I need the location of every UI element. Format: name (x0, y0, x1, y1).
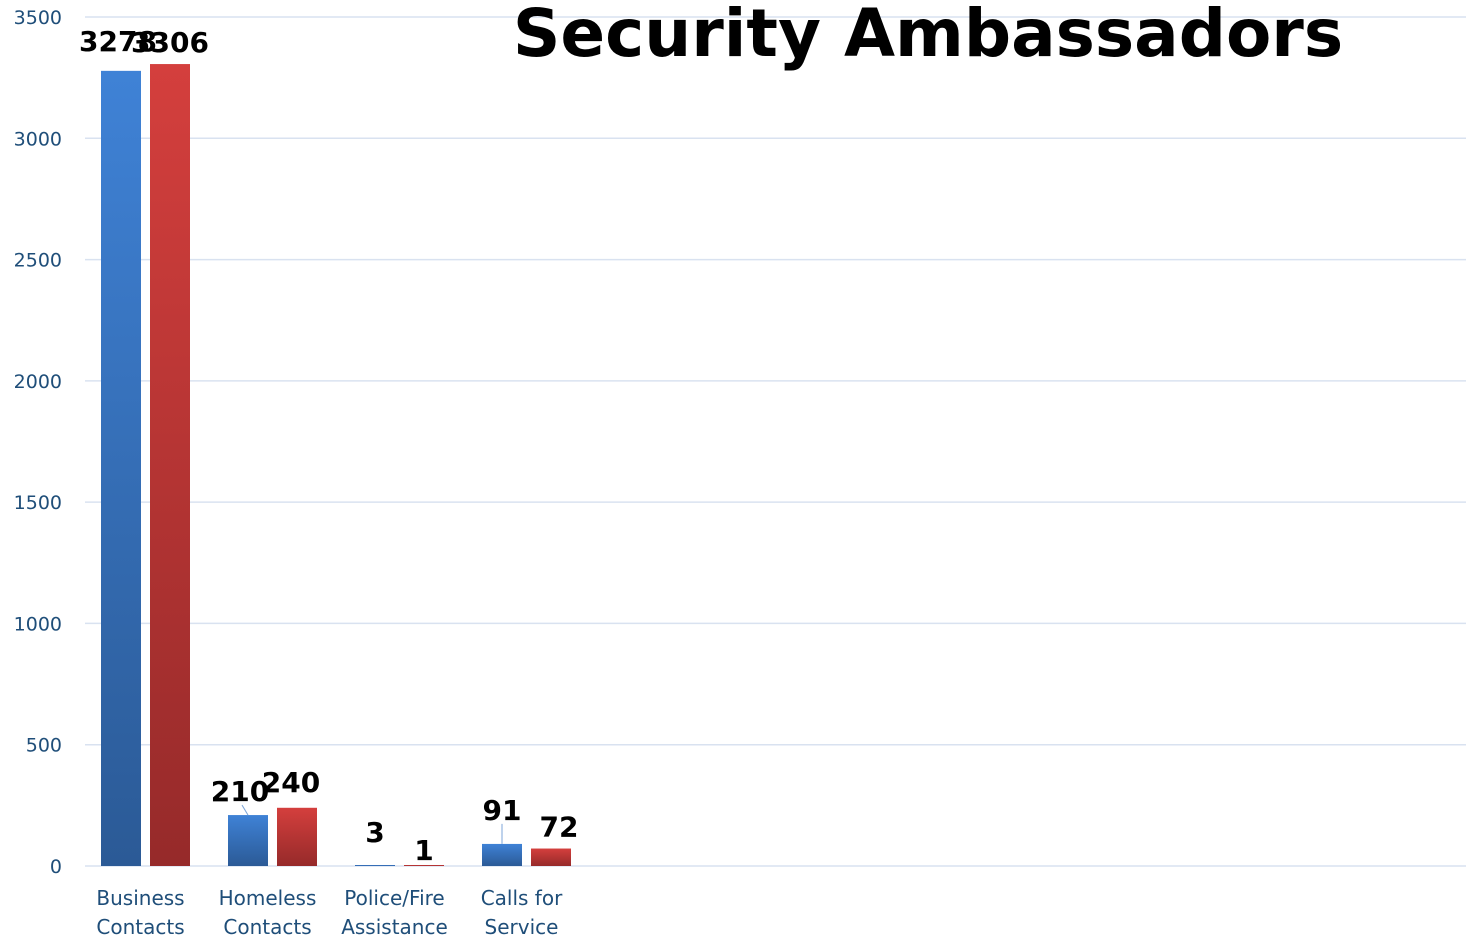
category-label-0-line-0: Business (96, 886, 184, 910)
chart-title: Security Ambassadors (513, 0, 1343, 72)
data-label-0-series-1: 3306 (131, 26, 209, 59)
y-tick-label-2000: 2000 (14, 371, 62, 393)
category-label-3-line-0: Calls for (481, 886, 563, 910)
bar-2-series-0 (355, 865, 395, 866)
y-tick-label-500: 500 (26, 735, 62, 757)
data-label-1-series-0: 210 (211, 775, 269, 808)
category-label-2-line-0: Police/Fire (344, 886, 444, 910)
y-axis-tick-labels: 0 500 1000 1500 2000 2500 3000 3500 (14, 7, 62, 878)
category-label-1-line-0: Homeless (219, 886, 317, 910)
bar-1-series-0 (228, 815, 268, 866)
gridlines (85, 16, 1466, 867)
bar-3-series-0 (482, 843, 522, 866)
bar-2-series-1 (404, 865, 444, 866)
category-label-0-line-1: Contacts (96, 915, 184, 939)
category-label-1-line-1: Contacts (223, 915, 311, 939)
bar-0-series-1 (150, 64, 190, 867)
bar-0-series-0 (101, 70, 141, 867)
bar-1-series-1 (277, 807, 317, 866)
y-tick-label-0: 0 (50, 856, 62, 878)
data-label-0-series-0: 3278 (79, 25, 157, 58)
y-tick-label-1500: 1500 (14, 492, 62, 514)
y-tick-label-3500: 3500 (14, 7, 62, 29)
data-label-1-series-1: 240 (262, 766, 320, 799)
data-label-2-series-1: 1 (414, 834, 433, 867)
bars (101, 64, 571, 867)
y-tick-label-3000: 3000 (14, 128, 62, 150)
data-label-3-series-1: 72 (540, 811, 579, 844)
data-label-2-series-0: 3 (365, 816, 384, 849)
data-label-3-series-0: 91 (483, 794, 522, 827)
category-label-3-line-1: Service (485, 915, 559, 939)
data-label-leader-1-0 (241, 804, 249, 816)
bar-3-series-1 (531, 848, 571, 866)
category-label-2-line-1: Assistance (341, 915, 448, 939)
y-tick-label-1000: 1000 (14, 613, 62, 635)
y-tick-label-2500: 2500 (14, 250, 62, 272)
category-labels: Business Contacts Homeless Contacts Police/F… (96, 886, 563, 939)
